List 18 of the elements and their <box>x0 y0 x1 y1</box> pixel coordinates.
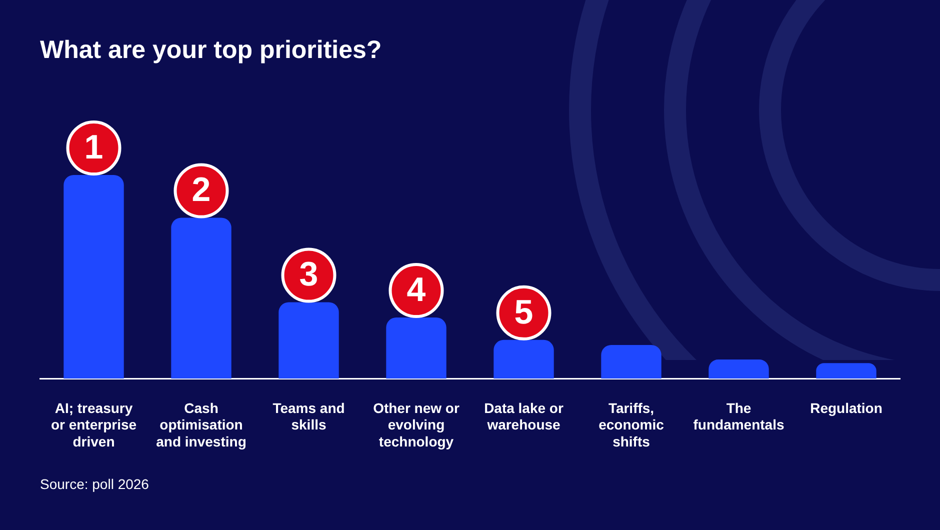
annotation: 3 <box>299 256 318 294</box>
x-tick-label: The fundamentals <box>693 400 784 433</box>
chart-title: What are your top priorities? <box>40 36 382 65</box>
bar <box>708 359 769 379</box>
annotation: 5 <box>514 293 534 332</box>
x-tick-label: Regulation <box>810 400 882 416</box>
x-tick-label: Data lake or warehouse <box>484 400 564 433</box>
annotation: 1 <box>84 128 104 166</box>
bar <box>601 345 662 379</box>
x-tick-label: Other new or evolving technology <box>373 400 460 450</box>
x-tick-label: Teams and skills <box>272 400 345 433</box>
bar <box>816 363 876 379</box>
x-tick-label: AI; treasury or enterprise driven <box>50 400 137 450</box>
annotation: 2 <box>192 171 211 210</box>
x-tick-label: Tariffs, economic shifts <box>598 400 664 450</box>
annotation: 4 <box>406 270 426 309</box>
x-tick-label: Cash optimisation and investing <box>156 400 246 450</box>
source-note: Source: poll 2026 <box>40 476 149 492</box>
